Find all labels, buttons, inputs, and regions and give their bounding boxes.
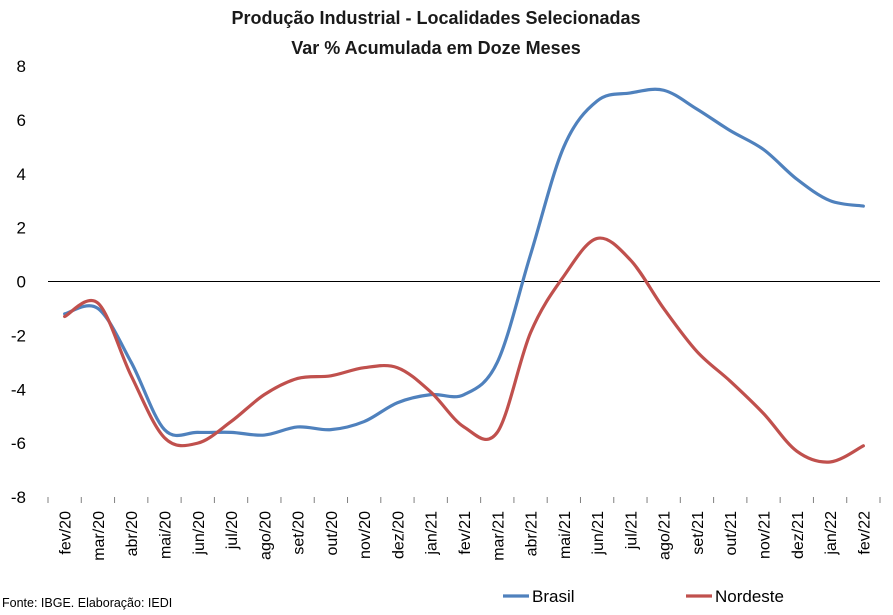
legend-label: Nordeste [715,587,784,606]
x-tick-label: dez/21 [790,511,807,559]
x-tick-label: fev/22 [856,511,873,555]
x-tick-label: mar/21 [490,511,507,561]
x-tick-label: jun/21 [590,511,607,556]
legend-label: Brasil [532,587,575,606]
x-tick-label: mai/20 [157,511,174,559]
x-tick-label: jun/20 [191,511,208,556]
series-line-nordeste [63,236,865,464]
x-tick-label: abr/20 [124,511,141,556]
y-tick-label: 4 [17,165,26,184]
x-tick-label: jan/21 [424,511,441,556]
x-tick-label: mar/20 [91,511,108,561]
x-tick-label: fev/21 [457,511,474,555]
x-tick-label: out/21 [723,511,740,556]
y-tick-label: 0 [17,273,26,292]
x-tick-label: dez/20 [390,511,407,559]
x-tick-label: set/20 [291,511,308,555]
x-tick-label: nov/20 [357,511,374,559]
chart-title-line-2: Var % Acumulada em Doze Meses [291,38,580,58]
legend: Brasil Nordeste [503,587,784,606]
y-axis-ticks: 8 6 4 2 0 -2 -4 -6 -8 [11,57,26,507]
x-tick-label: jul/21 [623,511,640,550]
y-tick-label: -8 [11,488,26,507]
y-tick-label: -2 [11,326,26,345]
x-tick-label: out/20 [324,511,341,556]
x-tick-label: mai/21 [557,511,574,559]
y-tick-label: 6 [17,111,26,130]
x-axis-labels: fev/20 mar/20 abr/20 mai/20 jun/20 jul/20 ago/… [58,511,874,561]
x-tick-label: ago/20 [257,511,274,560]
x-tick-label: fev/20 [58,511,75,555]
x-tick-label: jan/22 [823,511,840,556]
y-tick-label: 8 [17,57,26,76]
x-tick-label: nov/21 [757,511,774,559]
series-line-brasil [63,87,865,438]
x-tick-label: abr/21 [524,511,541,556]
chart-title-line-1: Produção Industrial - Localidades Seleci… [231,8,640,28]
source-note: Fonte: IBGE. Elaboração: IEDI [2,596,173,610]
y-tick-label: 2 [17,219,26,238]
series-lines [63,87,865,464]
y-tick-label: -6 [11,434,26,453]
x-tick-label: ago/21 [657,511,674,560]
x-tick-label: jul/20 [224,511,241,550]
y-tick-label: -4 [11,380,26,399]
x-axis-tick-marks [47,497,881,503]
x-tick-label: set/21 [690,511,707,555]
